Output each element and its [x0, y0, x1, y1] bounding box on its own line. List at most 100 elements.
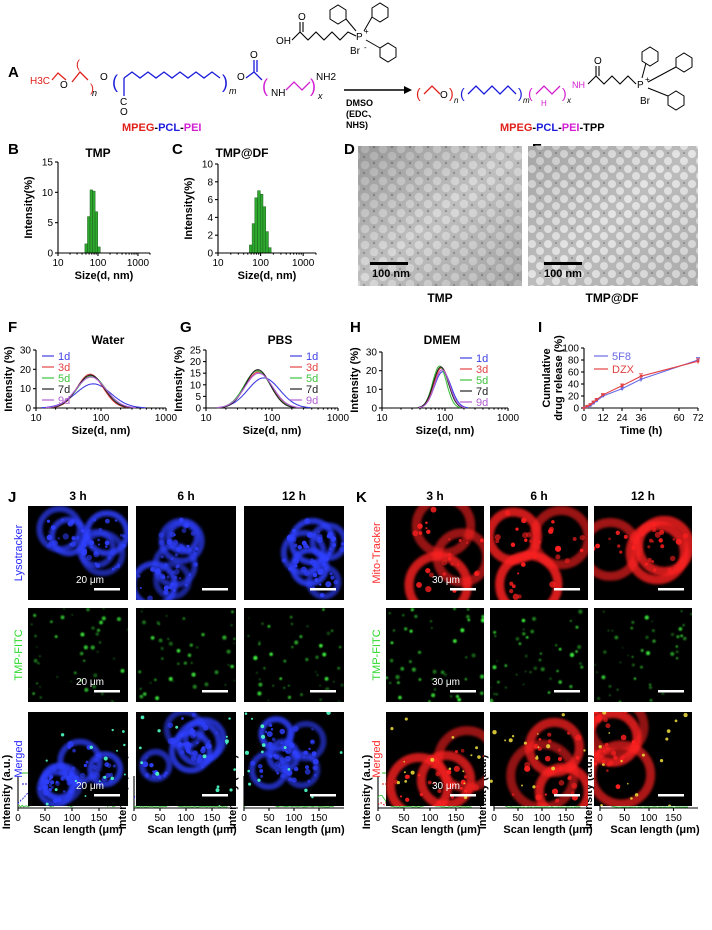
scale-bar	[94, 588, 120, 591]
histogram-bar	[84, 243, 88, 254]
x-tick-label: 100	[264, 413, 281, 424]
legend-label: 9d	[476, 397, 488, 409]
scale-bar	[202, 588, 228, 591]
x-tick-label: 150	[311, 813, 328, 824]
y-tick-label: 0	[47, 249, 53, 260]
x-tick-label: 24	[616, 413, 628, 424]
scale-bar-label: 30 μm	[432, 677, 460, 688]
left-h3c: H3C	[30, 76, 50, 87]
x-tick-label: 10	[52, 258, 64, 269]
time-label: 12 h	[631, 489, 655, 503]
legend-label: 1d	[58, 351, 70, 363]
left-name-part-0: MPEG	[122, 122, 154, 134]
x-axis-label: Size(d, nm)	[416, 425, 475, 437]
reagent-oh: OH	[276, 36, 291, 47]
x-tick-label: 60	[673, 413, 685, 424]
x-tick-label: 50	[619, 813, 631, 824]
legend-label: 5d	[306, 373, 318, 385]
x-tick-label: 10	[30, 413, 42, 424]
x-tick-label: 1000	[497, 413, 520, 424]
x-tick-label: 0	[241, 813, 247, 824]
svg-text:(: (	[262, 76, 268, 96]
y-tick-label: 2	[207, 231, 213, 242]
histogram-bar	[87, 216, 91, 254]
reagent-o: O	[298, 12, 306, 23]
chart-title: Water	[92, 333, 125, 347]
micrograph-tile	[136, 608, 236, 702]
x-tick-label: 12	[597, 413, 609, 424]
y-tick-label: 10	[20, 384, 32, 395]
channel-label: Merged	[13, 740, 25, 777]
microscopy-grid-j: 3 h 6 h 12 h Lysotracker 20 μm TMP-FITC 20 μm M…	[13, 489, 344, 806]
micrograph-tile	[244, 712, 344, 806]
right-name-part-3: -	[558, 122, 562, 134]
x-axis-label: Scan length (μm)	[610, 824, 700, 836]
time-label: 3 h	[69, 489, 86, 503]
panel-label-d: D	[344, 141, 355, 158]
scale-bar	[554, 794, 580, 797]
reagent-p: P	[356, 32, 363, 43]
micrograph-tile	[594, 608, 692, 702]
y-tick-label: 6	[207, 195, 213, 206]
x-tick-label: 10	[212, 258, 224, 269]
svg-text:(: (	[460, 85, 465, 101]
x-tick-label: 100	[178, 813, 195, 824]
svg-text:): )	[90, 81, 94, 95]
micrograph-tile	[594, 712, 692, 806]
right-name-part-4: PEI	[562, 122, 580, 134]
y-axis-label: Intensity (a.u.)	[361, 754, 373, 829]
chart-title: TMP	[85, 146, 110, 160]
channel-label: Lysotracker	[13, 524, 25, 581]
y-tick-label: 20	[366, 366, 378, 377]
legend-label: 3d	[476, 364, 488, 376]
x-axis-label: Scan length (μm)	[33, 824, 123, 836]
svg-text:H: H	[541, 99, 547, 108]
time-label: 12 h	[282, 489, 306, 503]
x-tick-label: 1000	[292, 258, 315, 269]
panel-label-b: B	[8, 141, 19, 158]
y-tick-label: 30	[20, 346, 32, 357]
tem-caption-e: TMP@DF	[585, 291, 638, 305]
scale-bar-label: 20 μm	[76, 575, 104, 586]
condition-line-3: NHS)	[346, 120, 368, 130]
series-line-1d	[41, 383, 146, 409]
scale-bar	[450, 690, 476, 693]
x-tick-label: 50	[398, 813, 410, 824]
y-tick-label: 20	[568, 392, 580, 403]
scale-bar	[94, 690, 120, 693]
y-tick-label: 10	[42, 188, 54, 199]
legend-label: 3d	[58, 362, 70, 374]
y-tick-label: 0	[25, 404, 31, 415]
svg-text:): )	[518, 85, 523, 101]
histogram-bar	[259, 194, 264, 254]
y-tick-label: 20	[190, 357, 202, 368]
scale-bar	[658, 690, 684, 693]
legend-label: 1d	[306, 351, 318, 363]
x-tick-label: 1000	[155, 413, 178, 424]
x-axis-label: Scan length (μm)	[391, 824, 481, 836]
series-line-3d	[218, 371, 299, 409]
chart-title: DMEM	[424, 333, 461, 347]
panel-a: A H3C O ( ) n O ( C O ) m O O ( NH )	[8, 2, 693, 134]
micrograph-tile	[594, 506, 692, 600]
channel-label: Merged	[371, 740, 383, 777]
legend-label: 7d	[476, 386, 488, 398]
y-tick-label: 25	[190, 346, 202, 357]
micrograph-tile	[136, 506, 236, 600]
y-tick-label: 10	[190, 380, 202, 391]
scale-bar-label: 20 μm	[76, 677, 104, 688]
y-axis-label: Intensity (%)	[3, 346, 15, 412]
right-br: Br	[640, 96, 651, 107]
x-tick-label: 100	[437, 413, 454, 424]
left-name-part-3: -	[180, 122, 184, 134]
x-tick-label: 50	[154, 813, 166, 824]
y-axis-label: Intensity(%)	[23, 176, 35, 239]
scale-bar	[202, 690, 228, 693]
x-tick-label: 10	[376, 413, 388, 424]
y-axis-label: Intensity (a.u.)	[1, 754, 13, 829]
series-line-9d	[216, 372, 301, 409]
left-polymer-name: MPEG-PCL-PEI	[122, 122, 201, 134]
x-tick-label: 0	[15, 813, 21, 824]
